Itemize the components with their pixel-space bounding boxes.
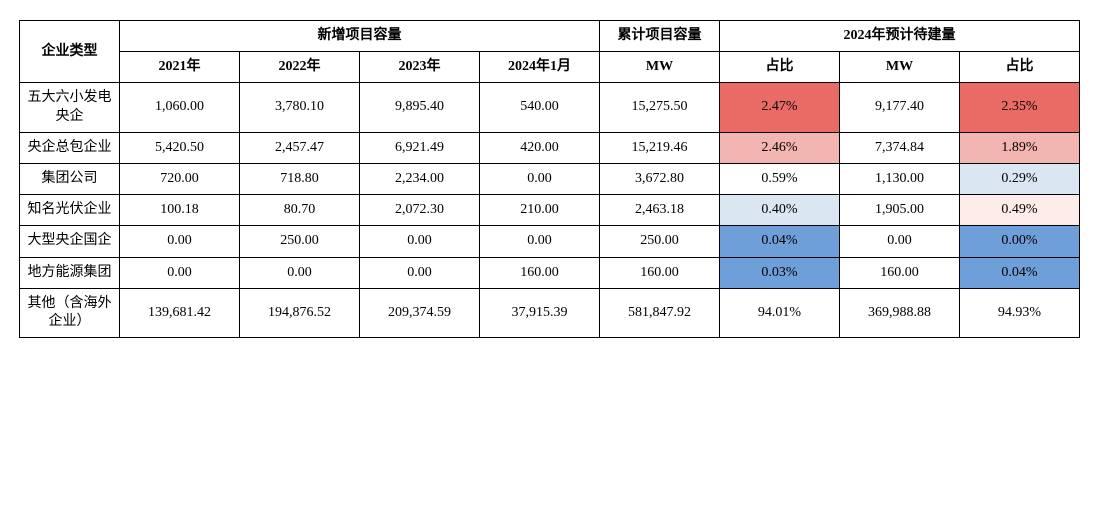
cell-cum-pct: 2.47%	[720, 83, 840, 132]
header-sub-2023: 2023年	[360, 52, 480, 83]
cell-2023: 6,921.49	[360, 132, 480, 163]
cell-2023: 0.00	[360, 226, 480, 257]
cell-forecast-mw: 1,130.00	[840, 163, 960, 194]
cell-forecast-pct: 0.04%	[960, 257, 1080, 288]
cell-cum-mw: 160.00	[600, 257, 720, 288]
table-row: 知名光伏企业100.1880.702,072.30210.002,463.180…	[20, 195, 1080, 226]
cell-2023: 2,234.00	[360, 163, 480, 194]
cell-cum-mw: 15,219.46	[600, 132, 720, 163]
cell-2022: 2,457.47	[240, 132, 360, 163]
cell-label: 央企总包企业	[20, 132, 120, 163]
cell-2021: 0.00	[120, 257, 240, 288]
cell-label: 知名光伏企业	[20, 195, 120, 226]
header-sub-2021: 2021年	[120, 52, 240, 83]
cell-forecast-pct: 0.29%	[960, 163, 1080, 194]
header-sub-f-mw: MW	[840, 52, 960, 83]
cell-2022: 718.80	[240, 163, 360, 194]
capacity-table: 企业类型 新增项目容量 累计项目容量 2024年预计待建量 2021年 2022…	[19, 20, 1080, 338]
cell-2022: 0.00	[240, 257, 360, 288]
cell-2024jan: 540.00	[480, 83, 600, 132]
header-row-label: 企业类型	[20, 21, 120, 83]
table-row: 五大六小发电央企1,060.003,780.109,895.40540.0015…	[20, 83, 1080, 132]
cell-2022: 80.70	[240, 195, 360, 226]
header-group-new: 新增项目容量	[120, 21, 600, 52]
header-sub-cum-mw: MW	[600, 52, 720, 83]
header-sub-f-pct: 占比	[960, 52, 1080, 83]
cell-2024jan: 160.00	[480, 257, 600, 288]
table-row: 其他（含海外企业）139,681.42194,876.52209,374.593…	[20, 288, 1080, 337]
cell-2022: 194,876.52	[240, 288, 360, 337]
cell-forecast-mw: 7,374.84	[840, 132, 960, 163]
cell-2021: 5,420.50	[120, 132, 240, 163]
cell-cum-mw: 250.00	[600, 226, 720, 257]
cell-cum-mw: 3,672.80	[600, 163, 720, 194]
cell-2021: 139,681.42	[120, 288, 240, 337]
cell-forecast-pct: 2.35%	[960, 83, 1080, 132]
cell-2021: 720.00	[120, 163, 240, 194]
cell-2023: 0.00	[360, 257, 480, 288]
cell-2021: 1,060.00	[120, 83, 240, 132]
table-row: 大型央企国企0.00250.000.000.00250.000.04%0.000…	[20, 226, 1080, 257]
cell-label: 五大六小发电央企	[20, 83, 120, 132]
header-sub-2024jan: 2024年1月	[480, 52, 600, 83]
cell-forecast-mw: 0.00	[840, 226, 960, 257]
cell-label: 集团公司	[20, 163, 120, 194]
cell-forecast-mw: 369,988.88	[840, 288, 960, 337]
table-row: 地方能源集团0.000.000.00160.00160.000.03%160.0…	[20, 257, 1080, 288]
table-body: 五大六小发电央企1,060.003,780.109,895.40540.0015…	[20, 83, 1080, 338]
cell-cum-pct: 0.03%	[720, 257, 840, 288]
cell-forecast-pct: 0.00%	[960, 226, 1080, 257]
cell-cum-mw: 2,463.18	[600, 195, 720, 226]
header-sub-cum-pct: 占比	[720, 52, 840, 83]
cell-2023: 2,072.30	[360, 195, 480, 226]
cell-cum-pct: 0.40%	[720, 195, 840, 226]
cell-2024jan: 0.00	[480, 226, 600, 257]
header-group-forecast: 2024年预计待建量	[720, 21, 1080, 52]
header-sub-2022: 2022年	[240, 52, 360, 83]
cell-2024jan: 210.00	[480, 195, 600, 226]
cell-cum-mw: 581,847.92	[600, 288, 720, 337]
cell-label: 地方能源集团	[20, 257, 120, 288]
cell-2021: 0.00	[120, 226, 240, 257]
table-header: 企业类型 新增项目容量 累计项目容量 2024年预计待建量 2021年 2022…	[20, 21, 1080, 83]
table-row: 集团公司720.00718.802,234.000.003,672.800.59…	[20, 163, 1080, 194]
cell-label: 其他（含海外企业）	[20, 288, 120, 337]
cell-forecast-mw: 9,177.40	[840, 83, 960, 132]
cell-cum-pct: 2.46%	[720, 132, 840, 163]
cell-2024jan: 37,915.39	[480, 288, 600, 337]
cell-2022: 250.00	[240, 226, 360, 257]
cell-cum-pct: 0.59%	[720, 163, 840, 194]
cell-2023: 9,895.40	[360, 83, 480, 132]
cell-forecast-pct: 0.49%	[960, 195, 1080, 226]
cell-2024jan: 0.00	[480, 163, 600, 194]
cell-cum-pct: 0.04%	[720, 226, 840, 257]
cell-2022: 3,780.10	[240, 83, 360, 132]
cell-forecast-pct: 1.89%	[960, 132, 1080, 163]
cell-forecast-mw: 1,905.00	[840, 195, 960, 226]
table-row: 央企总包企业5,420.502,457.476,921.49420.0015,2…	[20, 132, 1080, 163]
cell-cum-pct: 94.01%	[720, 288, 840, 337]
cell-2024jan: 420.00	[480, 132, 600, 163]
cell-label: 大型央企国企	[20, 226, 120, 257]
header-group-cum: 累计项目容量	[600, 21, 720, 52]
cell-2023: 209,374.59	[360, 288, 480, 337]
cell-cum-mw: 15,275.50	[600, 83, 720, 132]
cell-forecast-mw: 160.00	[840, 257, 960, 288]
cell-2021: 100.18	[120, 195, 240, 226]
cell-forecast-pct: 94.93%	[960, 288, 1080, 337]
